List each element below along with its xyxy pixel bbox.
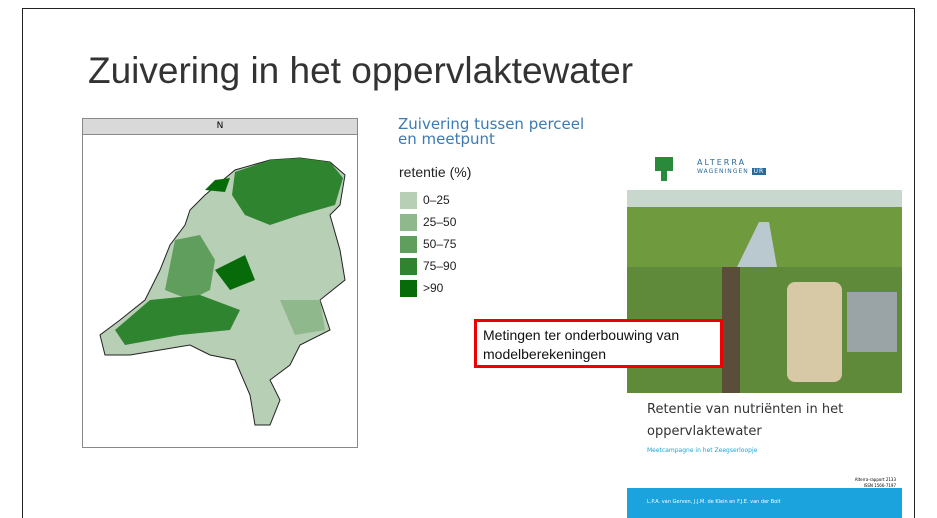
legend-swatch: [400, 214, 417, 231]
legend-title-line: en meetpunt: [398, 132, 584, 147]
legend-label: >90: [423, 281, 443, 295]
legend-entry: 50–75: [400, 233, 456, 255]
map: [83, 134, 357, 447]
legend-entry: 25–50: [400, 211, 456, 233]
slide-title: Zuivering in het oppervlaktewater: [88, 50, 633, 92]
report-subbrand: WAGENINGEN UR: [697, 168, 766, 175]
report-brand: ALTERRA: [697, 158, 746, 167]
report-subtitle: Meetcampagne in het Zeegserloopje: [647, 447, 757, 454]
callout: Metingen ter onderbouwing van modelberek…: [474, 319, 723, 368]
legend-label: 25–50: [423, 215, 456, 229]
legend-label: 75–90: [423, 259, 456, 273]
report-title: Retentie van nutriënten in het oppervlak…: [647, 399, 847, 443]
legend-swatch: [400, 236, 417, 253]
report-issn: ISSN 1566-7197: [855, 483, 896, 489]
legend-label: 0–25: [423, 193, 450, 207]
report-subbrand-text: WAGENINGEN: [697, 168, 749, 175]
map-panel: N: [82, 118, 358, 448]
legend-swatch: [400, 280, 417, 297]
legend-entry: >90: [400, 277, 456, 299]
report-authors: L.P.A. van Gerven, J.J.M. de Klein en F.…: [647, 499, 781, 505]
legend-label: 50–75: [423, 237, 456, 251]
legend-swatch: [400, 192, 417, 209]
legend-swatch: [400, 258, 417, 275]
legend: 0–25 25–50 50–75 75–90 >90: [400, 189, 456, 299]
legend-entry: 75–90: [400, 255, 456, 277]
legend-entry: 0–25: [400, 189, 456, 211]
legend-title: Zuivering tussen perceel en meetpunt: [398, 117, 584, 147]
legend-subtitle: retentie (%): [399, 164, 471, 180]
map-header: N: [83, 119, 357, 135]
slide: Zuivering in het oppervlaktewater N Zuiv…: [0, 0, 937, 518]
report-meta: Alterra-rapport 2133 ISSN 1566-7197: [855, 477, 896, 489]
report-ur: UR: [752, 168, 767, 175]
